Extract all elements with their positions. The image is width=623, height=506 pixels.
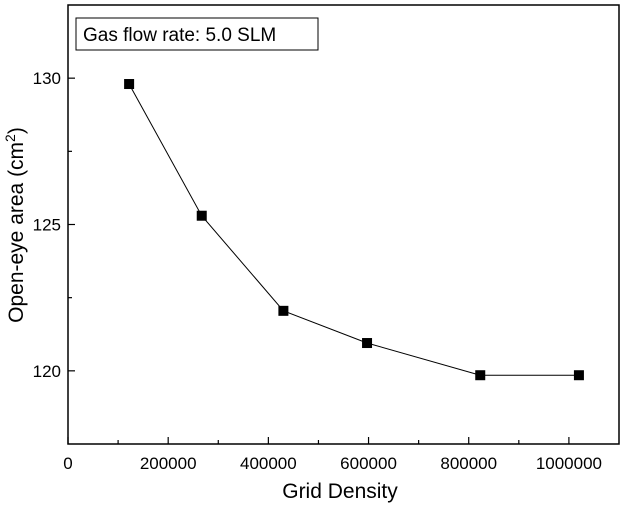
annotation-text: Gas flow rate: 5.0 SLM	[83, 25, 276, 46]
data-point	[573, 370, 584, 381]
y-tick-label: 130	[33, 69, 61, 88]
x-tick-label: 200000	[140, 454, 197, 473]
y-tick-label: 125	[33, 216, 61, 235]
x-axis-title: Grid Density	[282, 480, 398, 503]
y-axis-title-main: Open-eye area (cm	[5, 142, 28, 323]
data-point	[196, 210, 207, 221]
x-tick-label: 600000	[340, 454, 397, 473]
y-tick-label: 120	[33, 362, 61, 381]
x-tick-label: 0	[63, 454, 72, 473]
data-point	[362, 338, 373, 349]
data-point	[475, 370, 486, 381]
y-axis-ticks: 120 125 130	[33, 69, 75, 381]
x-tick-label: 400000	[240, 454, 297, 473]
x-tick-label: 800000	[440, 454, 497, 473]
y-axis-title-superscript: 2	[2, 134, 18, 142]
x-axis-ticks: 0 200000 400000 600000 800000 1000000	[63, 437, 602, 473]
data-point	[124, 79, 135, 90]
annotation-box	[75, 17, 319, 51]
series-points	[124, 79, 584, 381]
series-line	[128, 83, 579, 376]
data-point	[278, 305, 289, 316]
x-tick-label: 1000000	[536, 454, 602, 473]
y-axis-title-end: )	[5, 127, 28, 134]
plot-frame	[67, 4, 620, 445]
y-axis-title: Open-eye area (cm2)	[2, 127, 28, 323]
